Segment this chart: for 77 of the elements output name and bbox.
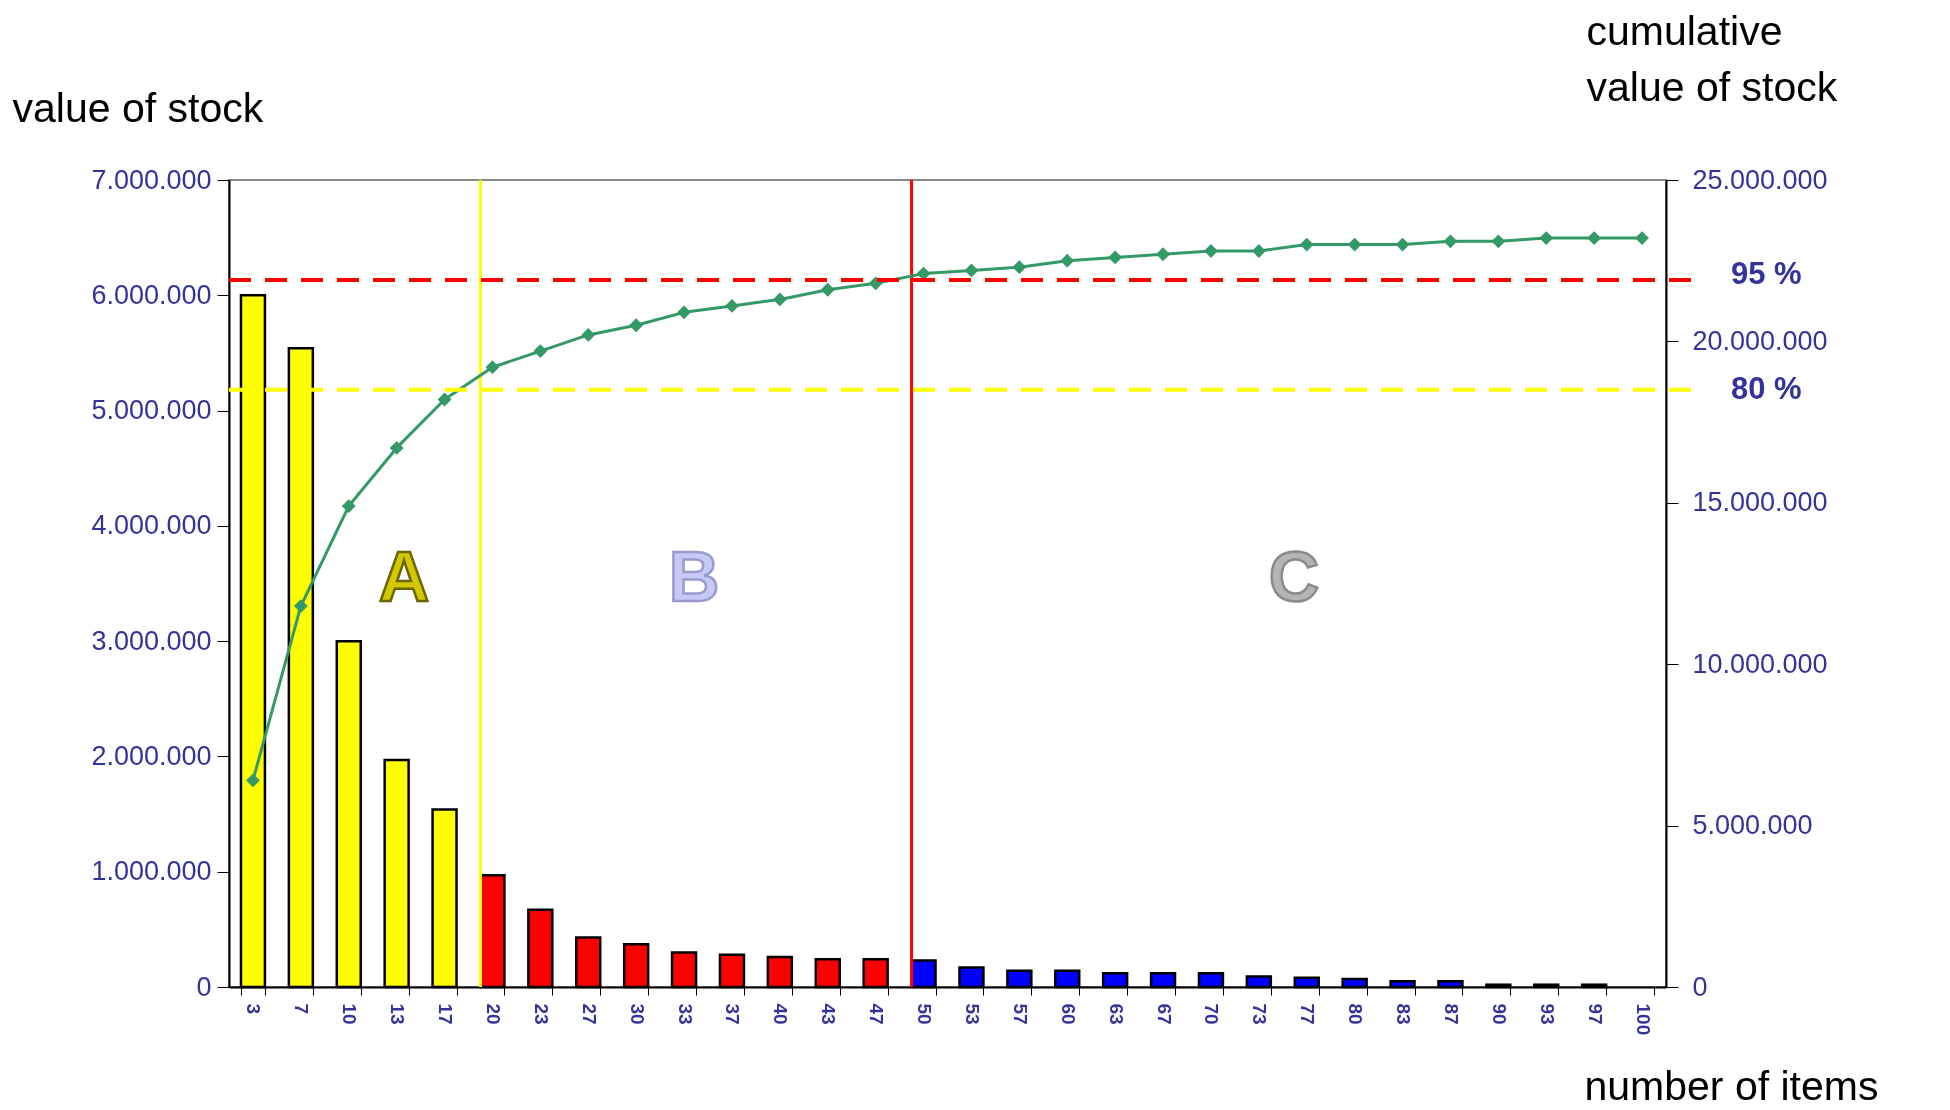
- x-tick-label: 23: [530, 1003, 552, 1025]
- x-tick-label: 27: [578, 1003, 600, 1025]
- point: [1491, 234, 1506, 249]
- y-axis-title: value of stock: [12, 84, 264, 131]
- point: [1299, 237, 1314, 252]
- point: [1108, 250, 1123, 265]
- x-tick-label: 20: [482, 1003, 504, 1025]
- x-tick-label: 40: [770, 1003, 792, 1025]
- annotation: A: [378, 538, 430, 616]
- x-tick-label: 83: [1393, 1003, 1415, 1025]
- y-tick-label: 6.000.000: [91, 279, 212, 310]
- point: [629, 318, 644, 333]
- y-tick-label: 0: [196, 971, 212, 1002]
- annotation: C: [1268, 538, 1320, 616]
- point: [1012, 260, 1027, 275]
- x-tick-label: 10: [339, 1003, 361, 1025]
- y2-tick-label: 10.000.000: [1692, 648, 1828, 679]
- x-axis-title: number of items: [1584, 1062, 1879, 1109]
- x-tick-label: 37: [722, 1003, 744, 1025]
- point: [1251, 244, 1266, 258]
- y-tick-label: 1.000.000: [91, 856, 212, 887]
- x-tick-label: 73: [1249, 1003, 1271, 1025]
- point: [1347, 237, 1362, 252]
- y-tick-label: 7.000.000: [91, 164, 212, 195]
- x-tick-label: 63: [1105, 1003, 1127, 1025]
- y-tick-label: 2.000.000: [91, 740, 212, 771]
- point: [341, 499, 356, 513]
- point: [1156, 247, 1170, 262]
- x-tick-label: 100: [1632, 1003, 1654, 1036]
- x-tick-label: 43: [818, 1003, 840, 1025]
- x-tick-label: 97: [1584, 1003, 1606, 1025]
- point: [1587, 231, 1602, 245]
- point: [820, 282, 835, 297]
- x-tick-label: 70: [1201, 1003, 1223, 1025]
- x-tick-label: 7: [291, 1003, 313, 1015]
- y2-axis-title: cumulative value of stock: [1586, 7, 1838, 110]
- y2-tick-label: 25.000.000: [1692, 164, 1828, 195]
- point: [1060, 253, 1075, 268]
- x-tick-label: 60: [1057, 1003, 1079, 1025]
- text: 80 %: [1731, 371, 1802, 406]
- point: [1443, 234, 1458, 249]
- x-tick-label: 33: [674, 1003, 696, 1025]
- x-tick-label: 3: [243, 1003, 265, 1015]
- y-tick-label: 3.000.000: [91, 625, 212, 656]
- x-tick-label: 47: [866, 1003, 888, 1025]
- y-tick-label: 5.000.000: [91, 395, 212, 426]
- x-tick-label: 77: [1297, 1003, 1319, 1025]
- x-tick-label: 93: [1536, 1003, 1558, 1025]
- x-tick-label: 53: [961, 1003, 983, 1025]
- text: 95 %: [1731, 256, 1802, 291]
- point: [677, 305, 691, 320]
- x-tick-label: 80: [1345, 1003, 1367, 1025]
- point: [964, 263, 979, 278]
- x-tick-label: 90: [1488, 1003, 1510, 1025]
- point: [1635, 231, 1649, 245]
- y2-tick-label: 20.000.000: [1692, 325, 1828, 356]
- point: [725, 299, 739, 313]
- point: [293, 599, 308, 613]
- x-tick-label: 13: [387, 1003, 409, 1025]
- point: [581, 328, 596, 342]
- y2-tick-label: 5.000.000: [1692, 810, 1813, 841]
- x-tick-label: 87: [1440, 1003, 1462, 1025]
- x-tick-label: 67: [1153, 1003, 1175, 1025]
- x-tick-label: 30: [626, 1003, 648, 1025]
- point: [485, 360, 500, 375]
- point: [246, 773, 260, 788]
- annotation: B: [668, 538, 720, 616]
- point: [1539, 231, 1554, 245]
- point: [533, 344, 548, 358]
- y2-tick-label: 15.000.000: [1692, 487, 1828, 518]
- x-tick-label: 50: [914, 1003, 936, 1025]
- x-tick-label: 57: [1009, 1003, 1031, 1025]
- x-tick-label: 17: [435, 1003, 457, 1025]
- y2-tick-label: 0: [1692, 971, 1708, 1002]
- y-tick-label: 4.000.000: [91, 510, 212, 541]
- point: [389, 441, 404, 455]
- point: [772, 292, 787, 307]
